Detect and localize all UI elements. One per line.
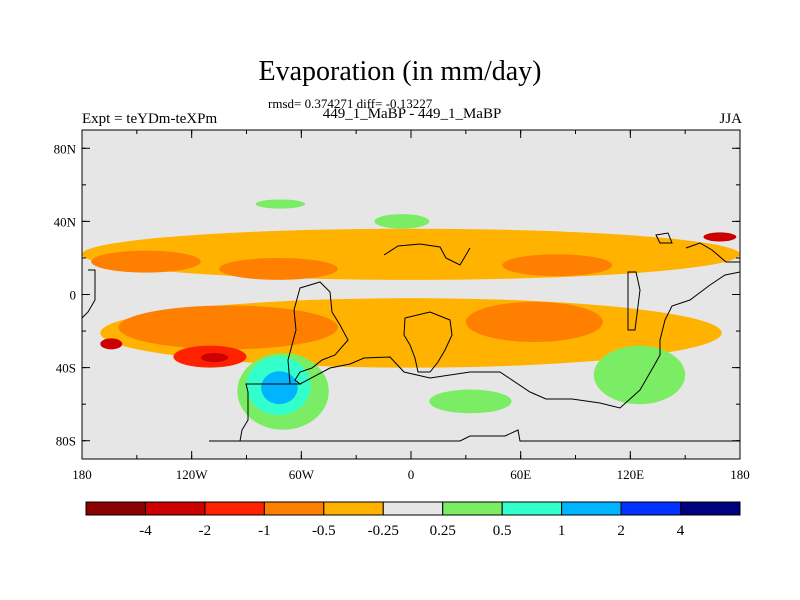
field-region-3	[502, 254, 613, 277]
map-plot-area	[81, 129, 741, 460]
chart-title: Evaporation (in mm/day)	[258, 56, 542, 87]
y-tick-label-0: 80N	[54, 141, 77, 156]
colorbar-swatch-1	[144, 501, 206, 516]
north-coast-outline	[383, 243, 471, 266]
colorbar-swatch-8	[561, 501, 622, 516]
x-tick-label-0: 180	[72, 467, 92, 482]
x-tick-label-6: 180	[730, 467, 750, 482]
colorbar-swatch-9	[620, 501, 682, 516]
field-region-2	[219, 257, 338, 280]
colorbar: -4 -2 -1 -0.5 -0.25 0.25 0.5 1 2 4	[85, 501, 741, 539]
colorbar-label-1: -2	[199, 523, 212, 539]
map-axes: 180 120W 60W 0 60E 120E 180 80N 40N 0 40S 80S	[54, 130, 750, 482]
field-region-16	[429, 389, 512, 414]
colorbar-label-2: -1	[258, 523, 271, 539]
colorbar-swatch-2	[204, 501, 265, 516]
x-tick-label-2: 60W	[289, 467, 315, 482]
field-region-14	[255, 199, 305, 209]
field-region-1	[91, 250, 201, 273]
y-tick-label-3: 40S	[56, 361, 76, 376]
field-region-17	[593, 345, 686, 405]
colorbar-swatch-10	[680, 501, 741, 516]
x-tick-label-1: 120W	[176, 467, 209, 482]
field-region-15	[374, 214, 430, 229]
field-region-13	[261, 371, 298, 405]
indian-coast-outline	[627, 271, 641, 331]
colorbar-label-9: 4	[677, 523, 685, 539]
y-tick-label-4: 80S	[56, 434, 76, 449]
evaporation-field	[82, 199, 740, 430]
x-tick-label-3: 0	[408, 467, 415, 482]
y-tick-label-1: 40N	[54, 214, 77, 229]
continent-outlines	[82, 232, 740, 442]
field-region-10	[703, 232, 737, 242]
africa-outline	[403, 311, 453, 373]
colorbar-label-4: -0.25	[368, 523, 399, 539]
field-region-5	[118, 305, 338, 350]
y-tick-label-2: 0	[70, 288, 77, 303]
colorbar-swatch-0	[85, 501, 146, 516]
colorbar-label-6: 0.5	[493, 523, 512, 539]
colorbar-swatch-4	[323, 501, 384, 516]
colorbar-label-7: 1	[558, 523, 566, 539]
colorbar-swatch-5	[382, 501, 444, 516]
season-label: JJA	[719, 111, 742, 127]
island-outline	[655, 232, 673, 244]
chart-subtitle: 449_1_MaBP - 449_1_MaBP	[322, 106, 502, 122]
field-region-8	[200, 352, 229, 363]
colorbar-label-3: -0.5	[312, 523, 336, 539]
west-coast-outline	[82, 269, 96, 319]
colorbar-label-5: 0.25	[430, 523, 456, 539]
x-tick-label-5: 120E	[617, 467, 645, 482]
map-background	[82, 130, 740, 459]
experiment-label: Expt = teYDm-teXPm	[82, 111, 218, 127]
field-region-9	[100, 338, 123, 350]
stats-label: rmsd= 0.374271 diff= -0.13227	[268, 96, 433, 111]
colorbar-label-8: 2	[617, 523, 625, 539]
colorbar-label-0: -4	[139, 523, 152, 539]
x-tick-label-4: 60E	[510, 467, 531, 482]
pacific-coast-outline	[685, 242, 740, 263]
south-america-outline	[287, 281, 349, 385]
colorbar-swatch-6	[442, 501, 503, 516]
colorbar-swatch-3	[263, 501, 325, 516]
field-region-6	[465, 301, 603, 343]
colorbar-swatch-7	[501, 501, 563, 516]
